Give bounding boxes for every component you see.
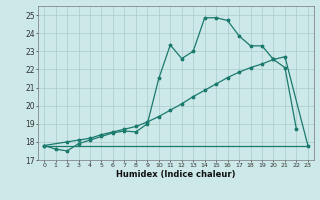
X-axis label: Humidex (Indice chaleur): Humidex (Indice chaleur): [116, 170, 236, 179]
